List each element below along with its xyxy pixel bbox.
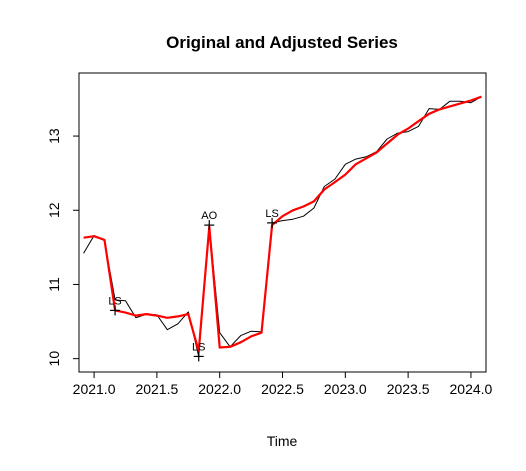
x-tick-label: 2021.5 xyxy=(135,381,178,397)
y-tick-label: 13 xyxy=(46,128,62,144)
outlier-label: LS xyxy=(265,208,278,220)
series-layer xyxy=(83,95,482,357)
chart-title: Original and Adjusted Series xyxy=(166,33,398,52)
x-tick-label: 2024.0 xyxy=(450,381,493,397)
x-tick-label: 2021.0 xyxy=(73,381,116,397)
x-tick-label: 2023.0 xyxy=(324,381,367,397)
x-axis: 2021.0 2021.5 2022.0 2022.5 2023.0 2023.5 2024… xyxy=(73,372,493,397)
outlier-label: LS xyxy=(108,295,121,307)
y-tick-label: 11 xyxy=(46,277,62,292)
outlier-marker: LS xyxy=(192,341,205,362)
x-tick-label: 2022.0 xyxy=(198,381,241,397)
outlier-marker: LS xyxy=(265,208,279,228)
outlier-marker: AO xyxy=(201,210,218,231)
outlier-label: LS xyxy=(192,341,205,353)
x-tick-label: 2023.5 xyxy=(387,381,430,397)
annotation-layer: LS LS AO LS xyxy=(108,208,279,362)
y-tick-label: 12 xyxy=(46,202,62,218)
original-series-line xyxy=(83,96,482,357)
outlier-label: AO xyxy=(201,210,217,222)
x-tick-label: 2022.5 xyxy=(261,381,304,397)
y-tick-label: 10 xyxy=(46,351,62,367)
x-axis-label: Time xyxy=(267,433,298,449)
y-axis: 10 11 12 13 xyxy=(46,128,79,366)
adjusted-series-line xyxy=(83,95,482,353)
outlier-marker: LS xyxy=(108,295,122,316)
